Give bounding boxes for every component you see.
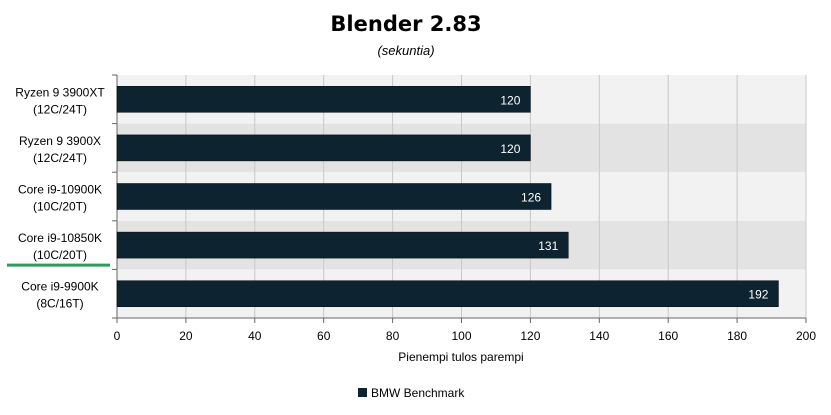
x-tick-label: 60 bbox=[317, 329, 331, 343]
category-label: Core i9-10850K bbox=[18, 231, 102, 245]
x-tick-label: 0 bbox=[114, 329, 121, 343]
x-tick-label: 180 bbox=[727, 329, 747, 343]
x-tick-label: 100 bbox=[451, 329, 471, 343]
x-axis-label: Pienempi tulos parempi bbox=[398, 350, 523, 364]
plot-area: 0 20 40 60 80 100 120 140 160 180 200 Ryzen 9 3900X… bbox=[7, 74, 816, 343]
bar bbox=[116, 86, 531, 113]
bar-value-label: 131 bbox=[538, 239, 558, 253]
bar-value-label: 120 bbox=[500, 93, 520, 107]
category-label: (10C/20T) bbox=[33, 200, 87, 214]
x-tick-label: 160 bbox=[658, 329, 678, 343]
bar bbox=[116, 134, 531, 162]
x-tick-label: 40 bbox=[248, 329, 262, 343]
bar-value-label: 126 bbox=[521, 191, 541, 205]
bar bbox=[116, 231, 569, 259]
x-tick-label: 200 bbox=[796, 329, 816, 343]
x-tick-label: 80 bbox=[386, 329, 400, 343]
category-label: (12C/24T) bbox=[33, 151, 87, 165]
category-label: (10C/20T) bbox=[33, 248, 87, 262]
category-label: Core i9-10900K bbox=[18, 183, 102, 197]
category-label: Ryzen 9 3900XT bbox=[15, 85, 105, 99]
category-label: Ryzen 9 3900X bbox=[19, 134, 101, 148]
category-label: (12C/24T) bbox=[33, 102, 87, 116]
chart-subtitle: (sekuntia) bbox=[377, 43, 434, 58]
x-tick-label: 140 bbox=[589, 329, 609, 343]
bar bbox=[116, 280, 779, 307]
category-label: Core i9-9900K bbox=[21, 280, 98, 294]
legend-label: BMW Benchmark bbox=[371, 386, 465, 400]
bar bbox=[116, 183, 552, 210]
legend: BMW Benchmark bbox=[358, 386, 465, 400]
category-label: (8C/16T) bbox=[36, 297, 83, 311]
bar-value-label: 192 bbox=[748, 288, 768, 302]
legend-swatch bbox=[358, 388, 367, 397]
x-tick-label: 20 bbox=[179, 329, 193, 343]
chart-title: Blender 2.83 bbox=[330, 12, 481, 36]
x-tick-label: 120 bbox=[520, 329, 540, 343]
bar-value-label: 120 bbox=[500, 142, 520, 156]
